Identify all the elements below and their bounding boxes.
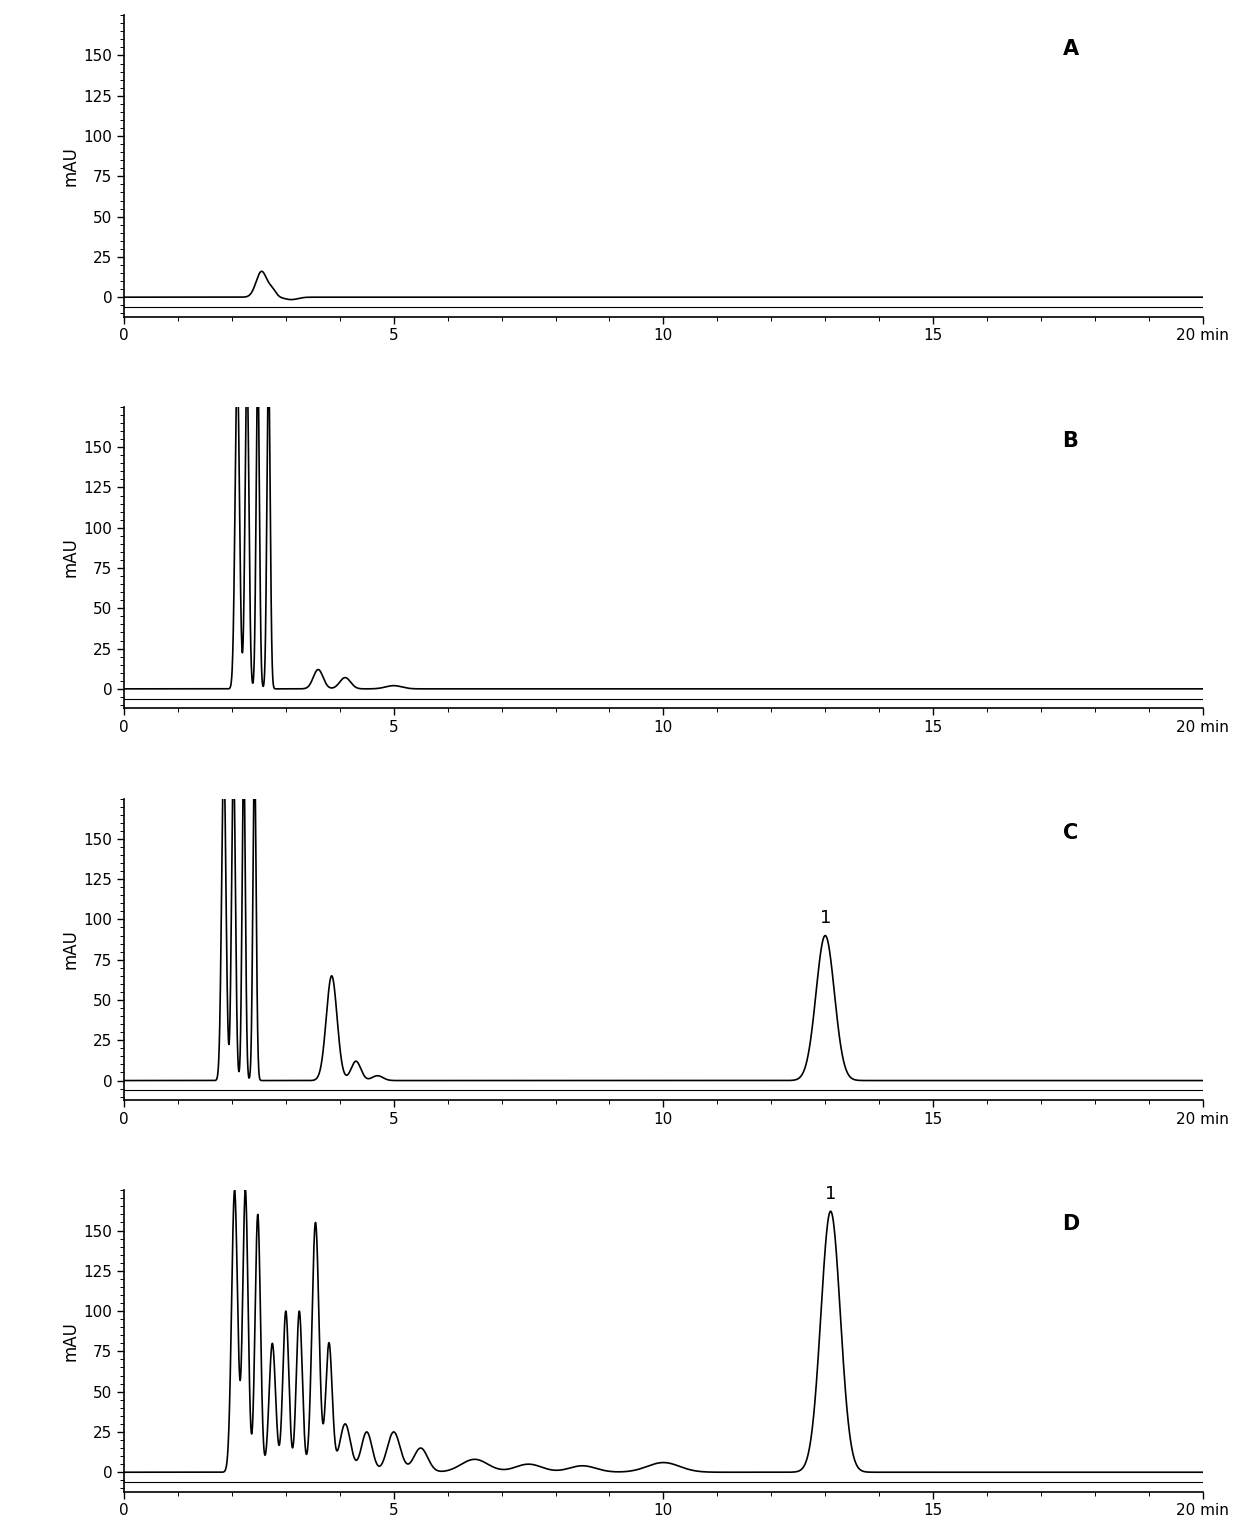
Text: C: C: [1063, 823, 1078, 843]
Y-axis label: mAU: mAU: [61, 1321, 79, 1361]
Y-axis label: mAU: mAU: [61, 537, 79, 577]
Text: D: D: [1063, 1215, 1080, 1234]
Y-axis label: mAU: mAU: [61, 930, 79, 970]
Text: 1: 1: [825, 1186, 836, 1204]
Text: B: B: [1063, 431, 1079, 451]
Text: 1: 1: [820, 910, 831, 927]
Y-axis label: mAU: mAU: [61, 146, 79, 186]
Text: A: A: [1063, 40, 1079, 59]
